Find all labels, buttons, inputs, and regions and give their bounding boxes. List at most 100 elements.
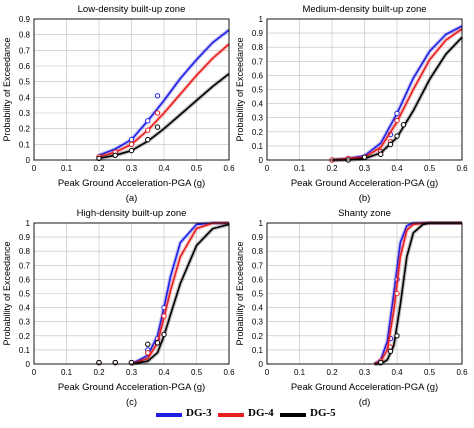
- series-line-dg-4: [98, 43, 230, 158]
- y-tick-label: 0.8: [252, 247, 264, 256]
- chart-panel-2: 0 0.1 0.2 0.3 0.4 0.5 0.6 0 0.1 0.2 0.3 0.4 0.5 0.6 0.…: [235, 4, 468, 204]
- series-line-dg-3: [98, 29, 230, 157]
- x-tick-label: 0.1: [294, 368, 306, 377]
- x-axis-label: Peak Ground Acceleration-PGA (g): [291, 382, 438, 393]
- data-point-dg-5: [161, 331, 167, 338]
- data-point-dg-4: [161, 313, 167, 319]
- y-tick-label: 0.8: [252, 43, 264, 52]
- legend: DG-3 DG-4 DG-5: [156, 404, 356, 424]
- x-tick-label: 0.2: [93, 164, 105, 173]
- x-tick-label: 0.6: [223, 368, 235, 377]
- y-tick-label: 0.2: [252, 332, 264, 341]
- y-tick-label: 0.1: [252, 346, 264, 355]
- data-point-dg-4: [394, 290, 400, 297]
- y-tick-label: 0: [259, 156, 264, 165]
- x-tick-label: 0.5: [191, 164, 203, 173]
- y-tick-label: 0.4: [252, 100, 264, 109]
- y-tick-label: 0.2: [19, 125, 31, 134]
- data-point-dg-3: [145, 118, 151, 124]
- y-tick-label: 1: [259, 219, 264, 228]
- panel-label: (a): [126, 193, 138, 204]
- chart-title: Shanty zone: [338, 208, 391, 219]
- y-tick-label: 1: [259, 15, 264, 24]
- data-point-dg-5: [145, 136, 151, 143]
- x-tick-label: 0.3: [126, 164, 138, 173]
- y-tick-label: 0.9: [19, 233, 31, 242]
- legend-swatch-dg4: [218, 413, 244, 417]
- y-tick-label: 0.8: [19, 31, 31, 40]
- x-tick-label: 0.4: [391, 368, 403, 377]
- x-axis-label: Peak Ground Acceleration-PGA (g): [291, 178, 438, 189]
- y-tick-label: 0.3: [252, 114, 264, 123]
- chart-panel-1: 0 0.1 0.2 0.3 0.4 0.5 0.6 0 0.1 0.2 0.3 0.4 0.5 0.6 0.…: [2, 4, 235, 204]
- plot-frame: [266, 18, 463, 161]
- x-tick-label: 0.5: [424, 164, 436, 173]
- data-point-dg-5: [378, 151, 384, 158]
- data-point-dg-3: [394, 110, 400, 117]
- y-axis-label: Probability of Exceedance: [235, 241, 245, 345]
- x-tick-label: 0.3: [359, 164, 371, 173]
- y-tick-label: 0.7: [252, 261, 264, 270]
- y-tick-label: 0.5: [19, 290, 31, 299]
- data-point-dg-5: [96, 155, 102, 162]
- y-tick-label: 0.7: [19, 46, 31, 55]
- series-line-dg-3: [131, 222, 229, 365]
- x-tick-label: 0.3: [126, 368, 138, 377]
- y-tick-label: 0.3: [252, 318, 264, 327]
- y-tick-label: 0.5: [19, 78, 31, 87]
- chart-title: High-density built-up zone: [77, 208, 187, 219]
- data-point-dg-4: [145, 127, 151, 133]
- plot-frame: [266, 222, 463, 365]
- y-tick-label: 0.9: [252, 29, 264, 38]
- x-tick-label: 0.1: [61, 368, 73, 377]
- x-tick-label: 0.6: [456, 164, 468, 173]
- chart-title: Low-density built-up zone: [78, 4, 186, 15]
- data-point-dg-5: [361, 154, 368, 160]
- series-line-dg-5: [131, 223, 230, 365]
- x-tick-label: 0.4: [158, 164, 170, 173]
- series-line-dg-4: [131, 222, 229, 365]
- legend-swatch-dg5: [280, 413, 306, 417]
- y-tick-label: 0.9: [19, 15, 31, 24]
- y-tick-label: 0.3: [19, 109, 31, 118]
- y-tick-label: 0: [259, 360, 264, 369]
- x-tick-label: 0.5: [191, 368, 203, 377]
- y-tick-label: 0.1: [252, 142, 264, 151]
- legend-label-dg5: DG-5: [310, 407, 336, 419]
- x-tick-label: 0.2: [93, 368, 105, 377]
- y-tick-label: 0.1: [19, 140, 31, 149]
- y-tick-label: 0.3: [19, 318, 31, 327]
- data-point-dg-4: [394, 117, 400, 124]
- data-point-dg-5: [387, 141, 394, 148]
- x-tick-label: 0.6: [456, 368, 468, 377]
- panel-label: (b): [359, 193, 371, 204]
- data-point-dg-5: [394, 133, 400, 139]
- x-tick-label: 0.3: [359, 368, 371, 377]
- x-tick-label: 0: [265, 164, 270, 173]
- y-tick-label: 1: [26, 219, 31, 228]
- x-tick-label: 0.2: [326, 368, 338, 377]
- y-tick-label: 0: [26, 360, 31, 369]
- y-tick-label: 0.4: [252, 304, 264, 313]
- data-point-dg-5: [394, 333, 400, 339]
- panel-label: (d): [359, 397, 371, 408]
- y-tick-label: 0.6: [19, 62, 31, 71]
- data-point-dg-5: [112, 152, 118, 159]
- x-tick-label: 0: [32, 368, 37, 377]
- y-tick-label: 0.6: [252, 275, 264, 284]
- chart-panel-3: 0 0.1 0.2 0.3 0.4 0.5 0.6 0 0.1 0.2 0.3 0.4 0.5 0.6 0.…: [2, 208, 235, 408]
- data-point-dg-5: [387, 348, 394, 355]
- panel-label: (c): [126, 397, 137, 408]
- data-point-dg-4: [145, 350, 151, 356]
- y-tick-label: 0.9: [252, 233, 264, 242]
- y-tick-label: 0.1: [19, 346, 31, 355]
- x-tick-label: 0.2: [326, 164, 338, 173]
- data-point-dg-5: [154, 124, 161, 130]
- y-tick-label: 0.4: [19, 304, 31, 313]
- legend-swatch-dg3: [156, 413, 182, 417]
- data-point-dg-5: [128, 147, 135, 154]
- y-tick-label: 0.7: [19, 261, 31, 270]
- x-tick-label: 0: [265, 368, 270, 377]
- y-tick-label: 0.2: [19, 332, 31, 341]
